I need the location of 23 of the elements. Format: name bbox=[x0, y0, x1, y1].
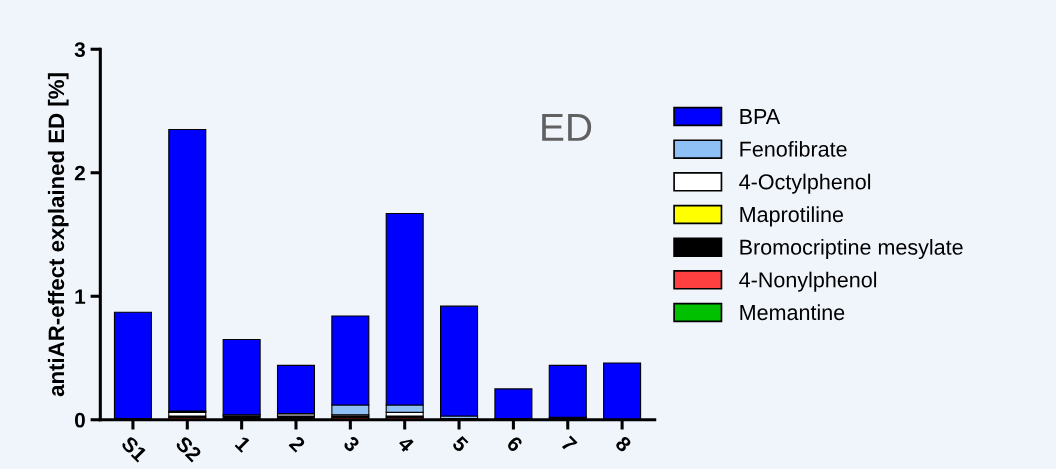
x-tick-label: 4 bbox=[397, 435, 416, 454]
y-tick-label: 2 bbox=[74, 165, 85, 181]
y-tick-label: 0 bbox=[74, 412, 85, 428]
x-tick-label: 6 bbox=[505, 435, 524, 453]
legend-label: Memantine bbox=[740, 304, 845, 321]
x-tick-label: 2 bbox=[288, 435, 306, 453]
x-tick-label: S2 bbox=[174, 435, 203, 463]
x-tick-label: 5 bbox=[451, 435, 470, 453]
x-tick-label: 1 bbox=[234, 435, 252, 453]
x-tick-label: 8 bbox=[614, 435, 633, 453]
legend-label: 4-Octylphenol bbox=[739, 173, 871, 194]
legend-label: BPA bbox=[740, 109, 781, 124]
legend-label: Bromocriptine mesylate bbox=[740, 238, 963, 260]
legend-label: Maprotiline bbox=[740, 206, 844, 227]
y-tick-label: 1 bbox=[75, 289, 86, 304]
y-axis-title: antiAR-effect explained ED [%] bbox=[47, 73, 69, 397]
annotation: ED bbox=[542, 114, 592, 141]
x-tick-label: 7 bbox=[560, 435, 578, 453]
legend-label: 4-Nonylphenol bbox=[739, 271, 877, 292]
y-tick-label: 3 bbox=[74, 42, 85, 58]
legend-label: Fenofibrate bbox=[740, 140, 847, 157]
x-tick-label: 3 bbox=[342, 435, 361, 453]
x-tick-label: S1 bbox=[120, 435, 149, 463]
